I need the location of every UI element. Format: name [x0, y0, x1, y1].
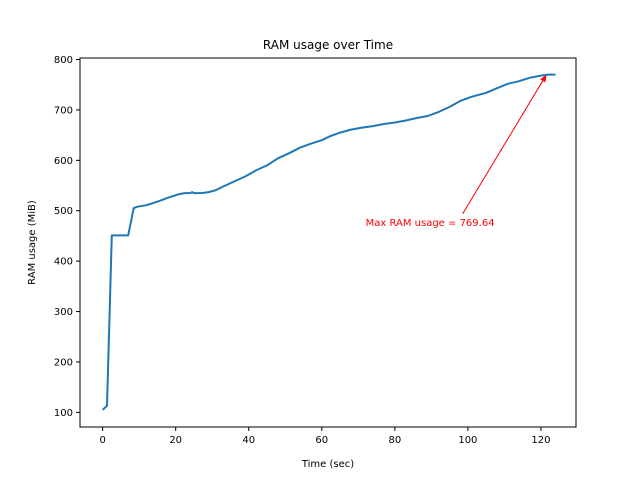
- x-tick-label: 20: [169, 435, 182, 446]
- plot-area: Max RAM usage = 769.64: [79, 57, 577, 428]
- x-tick-label: 60: [315, 435, 328, 446]
- max-annotation-arrow: [462, 80, 544, 215]
- y-axis-label: RAM usage (MiB): [27, 200, 38, 285]
- x-tick-label: 120: [531, 435, 550, 446]
- y-axis-ticks: 100 200 300 400 500 600 700 800: [54, 55, 80, 419]
- y-tick-label: 500: [54, 206, 73, 217]
- y-tick-label: 600: [54, 156, 73, 167]
- y-tick-label: 100: [54, 408, 73, 419]
- max-annotation: Max RAM usage = 769.64: [366, 74, 547, 229]
- y-tick-label: 800: [54, 55, 73, 66]
- x-tick-label: 0: [99, 435, 105, 446]
- y-tick-label: 400: [54, 257, 73, 268]
- chart-title: RAM usage over Time: [263, 38, 393, 52]
- plot-frame: [79, 57, 577, 428]
- max-annotation-arrowhead: [540, 74, 547, 83]
- x-axis-label: Time (sec): [301, 459, 354, 470]
- x-axis-ticks: 0 20 40 60 80 100 120: [99, 427, 550, 446]
- ram-usage-line: [101, 73, 556, 411]
- y-tick-label: 200: [54, 357, 73, 368]
- x-tick-label: 100: [458, 435, 477, 446]
- y-tick-label: 300: [54, 307, 73, 318]
- max-annotation-text: Max RAM usage = 769.64: [366, 218, 495, 229]
- y-tick-label: 700: [54, 105, 73, 116]
- x-tick-label: 80: [388, 435, 401, 446]
- x-tick-label: 40: [242, 435, 255, 446]
